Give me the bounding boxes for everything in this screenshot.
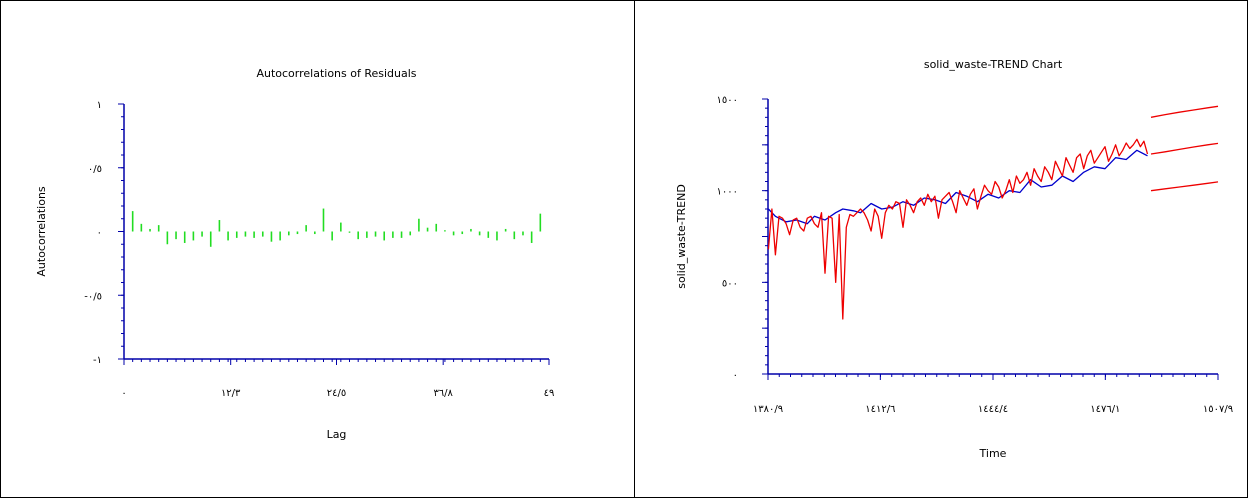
x-tick-label: ٣٦/٨ [433, 388, 453, 399]
acf-chart-panel: Autocorrelations of Residuals Lag Autocorr… [0, 0, 634, 498]
x-tick-label: ١٤٤٤/٤ [978, 404, 1008, 415]
y-tick-label: ١ [97, 100, 102, 111]
y-tick-label: ٠ [97, 228, 102, 239]
y-tick-label: -١ [93, 355, 102, 366]
y-tick-label: -٠/٥ [84, 291, 102, 302]
x-axis-label: Time [979, 447, 1007, 460]
forecast-series-line [1150, 142, 1219, 155]
x-tick-label: ١٥٠٧/٩ [1203, 404, 1233, 415]
x-tick-label: ١٣٨٠/٩ [753, 404, 783, 415]
y-tick-label: ٠ [733, 370, 738, 381]
x-tick-label: ١٢/٣ [221, 388, 241, 399]
trend-series-line [767, 138, 1149, 320]
y-tick-label: ١٥٠٠ [717, 95, 738, 106]
y-tick-label: ٥٠٠ [722, 278, 738, 289]
x-tick-label: ١٤١٢/٦ [865, 404, 895, 415]
y-tick-label: ١٠٠٠ [717, 187, 738, 198]
x-tick-label: ٠ [121, 388, 126, 399]
x-tick-label: ٤٩ [544, 388, 555, 399]
x-tick-label: ٢٤/٥ [327, 388, 346, 399]
forecast-series-line [1150, 105, 1219, 118]
x-axis-label: Lag [327, 428, 347, 441]
trend-chart: solid_waste-TREND Chart Time solid_waste-T… [675, 58, 1233, 460]
acf-chart: Autocorrelations of Residuals Lag Autocorr… [35, 67, 555, 441]
x-tick-label: ١٤٧٦/١ [1090, 404, 1120, 415]
chart-title: solid_waste-TREND Chart [924, 58, 1063, 71]
trend-chart-panel: solid_waste-TREND Chart Time solid_waste-T… [634, 0, 1248, 498]
chart-title: Autocorrelations of Residuals [256, 67, 416, 80]
y-axis-label: solid_waste-TREND [675, 184, 688, 289]
forecast-series-line [1150, 181, 1219, 192]
y-tick-label: ٠/٥ [88, 164, 102, 175]
observed-series-line [767, 149, 1148, 225]
y-axis-label: Autocorrelations [35, 186, 48, 277]
